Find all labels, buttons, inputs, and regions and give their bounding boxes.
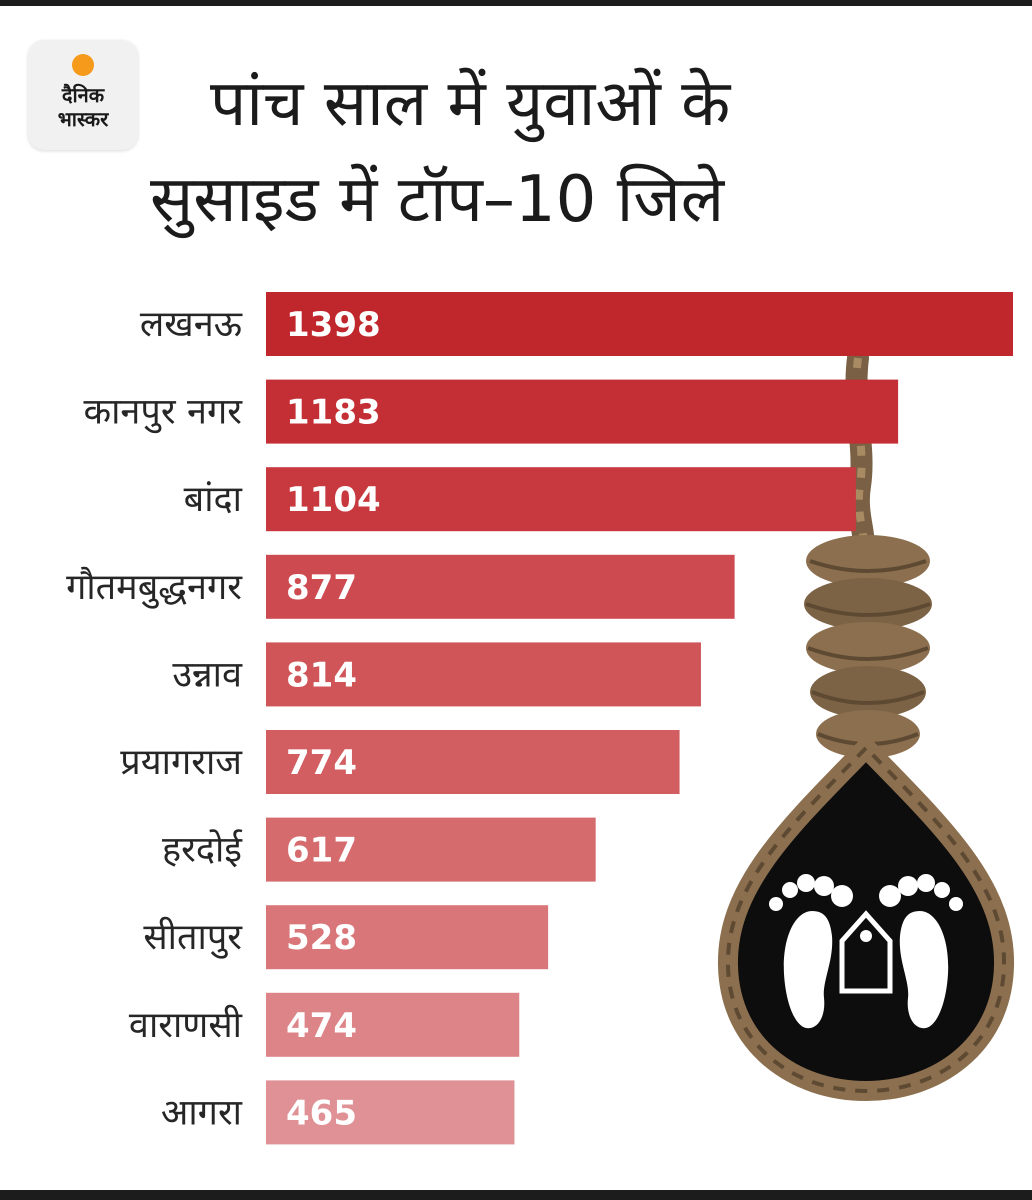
- bar-value-label: 1104: [286, 480, 381, 520]
- bar-1: [266, 292, 1013, 356]
- bar-chart: 1398 लखनऊ 1183 कानपुर नगर 1104 बांदा 877 गौतमबु…: [66, 292, 1015, 1145]
- bar-value-label: 1183: [286, 393, 381, 433]
- bar-value-label: 877: [286, 568, 357, 608]
- noose-icon: [717, 347, 1015, 1102]
- category-label: प्रयागराज: [120, 742, 243, 783]
- tag-icon: [839, 910, 893, 994]
- bar-10: [266, 1080, 515, 1145]
- bar-2: [266, 379, 899, 444]
- category-label: उन्नाव: [172, 654, 243, 695]
- bar-value-label: 1398: [286, 305, 381, 345]
- feet-icon: [769, 874, 963, 1029]
- bar-5: [266, 642, 701, 707]
- bar-3: [266, 467, 856, 532]
- sun-icon: [72, 54, 94, 76]
- bar-4: [266, 554, 735, 619]
- bars-group: 1398 लखनऊ 1183 कानपुर नगर 1104 बांदा 877 गौतमबु…: [66, 292, 1013, 1145]
- category-label: लखनऊ: [140, 304, 243, 345]
- category-label: आगरा: [161, 1092, 243, 1133]
- bar-value-label: 774: [286, 743, 357, 783]
- bar-value-label: 474: [286, 1006, 357, 1046]
- category-label: हरदोई: [162, 829, 243, 871]
- bar-value-label: 617: [286, 831, 357, 871]
- title-line-2: सुसाइड में टॉप–10 जिले: [150, 163, 725, 237]
- page-title: पांच साल में युवाओं के सुसाइड में टॉप–10…: [150, 56, 1010, 248]
- bar-6: [266, 730, 680, 794]
- bar-7: [266, 817, 596, 882]
- category-label: सीतापुर: [143, 916, 243, 959]
- category-label: वाराणसी: [129, 1004, 243, 1046]
- bar-value-label: 528: [286, 918, 357, 958]
- bar-8: [266, 905, 549, 970]
- logo-text-line1: दैनिक: [61, 83, 105, 107]
- title-line-1: पांच साल में युवाओं के: [210, 67, 731, 141]
- category-label: गौतमबुद्धनगर: [66, 566, 243, 609]
- rope-knot: [804, 535, 932, 758]
- logo-text-line2: भास्कर: [57, 107, 109, 131]
- bar-value-label: 465: [286, 1093, 357, 1133]
- bar-9: [266, 992, 520, 1057]
- dainik-bhaskar-logo: दैनिक भास्कर: [28, 40, 138, 150]
- category-label: कानपुर नगर: [83, 392, 243, 434]
- bar-value-label: 814: [286, 655, 357, 695]
- category-label: बांदा: [184, 479, 243, 520]
- infographic-card: दैनिक भास्कर पांच साल में युवाओं के सुसा…: [0, 6, 1032, 1190]
